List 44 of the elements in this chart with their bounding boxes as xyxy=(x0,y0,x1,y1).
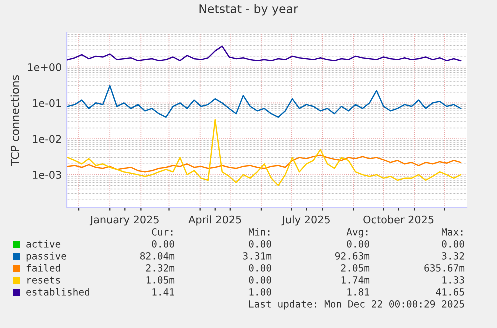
text: 0.00 xyxy=(347,240,370,248)
y-axis-title: TCP connections xyxy=(10,75,20,166)
x-tick-label: October 2025 xyxy=(364,216,434,224)
y-tick-label: 1e+00 xyxy=(28,63,62,72)
text: 0.00 xyxy=(249,276,272,284)
text: Cur: xyxy=(152,228,173,236)
text: Max: xyxy=(442,228,463,236)
line-series xyxy=(67,85,462,118)
text: 1.81 xyxy=(348,288,370,296)
text: 1.33 xyxy=(442,276,464,284)
text: 92.63m xyxy=(335,252,370,260)
text: 3.31m xyxy=(243,252,272,260)
text: Min: xyxy=(248,228,270,236)
text: 0.00 xyxy=(249,264,272,272)
text: 2.32m xyxy=(146,264,175,272)
line-series xyxy=(67,46,462,62)
text: 1.74m xyxy=(342,276,370,284)
text: 0.00 xyxy=(249,240,272,248)
x-tick-label: January 2025 xyxy=(90,216,159,226)
text: 635.67m xyxy=(424,264,465,272)
y-tick-label: 1e-01 xyxy=(33,99,62,108)
text: Last update: Mon Dec 22 00:00:29 2025 xyxy=(249,300,464,310)
text: 0.00 xyxy=(152,240,174,248)
text: 1.41 xyxy=(152,288,174,296)
text: 41.65 xyxy=(436,288,464,296)
text: 82.04m xyxy=(140,252,175,260)
text: Avg: xyxy=(346,228,368,238)
text: 0.00 xyxy=(442,240,464,248)
legend-label: resets xyxy=(28,276,60,284)
text: 1.05m xyxy=(146,276,175,284)
text: 1.00 xyxy=(250,288,272,296)
legend-label: passive xyxy=(26,252,66,262)
legend-label: active xyxy=(26,240,61,248)
line-series xyxy=(67,154,462,173)
legend-label: established xyxy=(26,288,90,296)
line-series xyxy=(67,119,462,186)
legend-label: failed xyxy=(26,264,60,272)
text: 3.32 xyxy=(442,252,464,260)
y-tick-label: 1e-03 xyxy=(33,171,62,180)
x-tick-label: April 2025 xyxy=(188,216,242,226)
x-tick-label: July 2025 xyxy=(282,216,330,226)
text: 2.05m xyxy=(341,264,370,272)
chart-title: Netstat - by year xyxy=(200,4,298,16)
y-tick-label: 1e-02 xyxy=(33,135,62,144)
